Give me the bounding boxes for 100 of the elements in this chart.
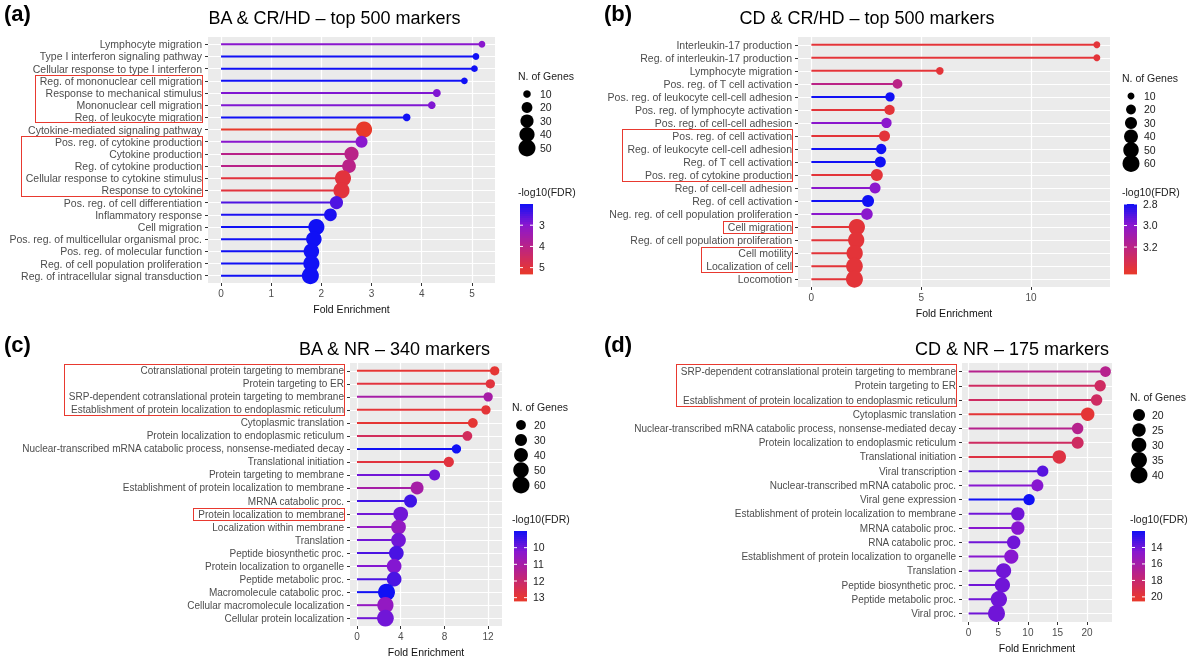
legend-label: 10 (1144, 89, 1156, 102)
y-tick-label: Cell migration (137, 220, 203, 233)
y-tick-label: Pos. reg. of multicellular organismal proc. (9, 233, 202, 246)
y-tick-label: Reg. of cell population proliferation (630, 234, 793, 247)
y-tick-label: Translational initiation (859, 451, 956, 463)
legend-title: N. of Genes (518, 69, 575, 82)
point (861, 208, 873, 220)
point (1071, 436, 1084, 449)
x-tick-label: 5 (995, 626, 1002, 638)
point (870, 169, 883, 182)
y-tick-label: Reg. of T cell activation (683, 156, 793, 168)
y-tick-label: Viral proc. (911, 607, 956, 619)
point (344, 146, 359, 162)
y-tick-label: Response to cytokine (101, 184, 203, 197)
color-bar-label: 4 (539, 239, 545, 252)
y-tick-label: Localization of cell (706, 260, 792, 273)
x-tick-label: 5 (469, 287, 476, 299)
x-axis-title: Fold Enrichment (313, 302, 390, 315)
y-tick-label: Protein targeting to ER (854, 380, 956, 392)
legend-label: 60 (534, 478, 546, 491)
legend-label: 30 (534, 433, 546, 446)
point (1023, 493, 1035, 506)
x-tick-label: 4 (397, 630, 404, 642)
legend-label: 20 (1152, 408, 1164, 421)
legend-label: 30 (1152, 438, 1164, 451)
legend-label: 50 (540, 141, 552, 154)
color-bar-label: 2.8 (1143, 197, 1158, 210)
y-tick-label: Cotranslational protein targeting to membrane (140, 365, 345, 377)
color-bar-label: 10 (533, 541, 545, 554)
color-bar-title: -log10(FDR) (1130, 512, 1188, 525)
y-tick-label: Establishment of protein localization to membrane (734, 508, 957, 520)
point (879, 130, 890, 142)
color-bar-label: 18 (1151, 573, 1163, 586)
y-tick-label: Peptide metabolic proc. (851, 593, 956, 605)
y-tick-label: Pos. reg. of cytokine production (644, 169, 793, 182)
legend-label: 30 (1144, 116, 1156, 129)
y-tick-label: Pos. reg. of molecular function (60, 245, 203, 258)
color-bar-label: 14 (1151, 540, 1163, 553)
x-tick-label: 5 (918, 291, 925, 303)
x-axis-title: Fold Enrichment (998, 641, 1076, 654)
x-axis-title: Fold Enrichment (915, 306, 993, 319)
point (874, 156, 886, 168)
point (1037, 465, 1049, 477)
y-tick-label: Pos. reg. of T cell activation (663, 77, 793, 90)
point (1011, 507, 1025, 521)
point (892, 78, 903, 89)
point (881, 117, 892, 129)
legend-title: N. of Genes (1122, 71, 1179, 84)
legend-label: 40 (1152, 468, 1164, 481)
y-tick-label: Cytokine production (109, 147, 203, 160)
legend-label: 20 (1144, 103, 1156, 115)
color-bar-title: -log10(FDR) (518, 185, 576, 198)
point (391, 532, 406, 548)
y-tick-label: Response to mechanical stimulus (45, 87, 202, 100)
legend-label: 20 (534, 418, 546, 431)
point (1090, 394, 1103, 406)
point (862, 195, 875, 208)
y-tick-label: Establishment of protein localization to membrane (122, 482, 345, 494)
y-tick-label: Reg. of intracellular signal transduction (21, 269, 203, 282)
point (1081, 407, 1095, 421)
legend-label: 25 (1152, 423, 1164, 436)
y-tick-label: Protein localization to endoplasmic reticulum (146, 430, 344, 442)
legend-label: 60 (1144, 157, 1156, 169)
legend-label: 35 (1152, 453, 1164, 466)
y-tick-label: Reg. of cell population proliferation (40, 257, 203, 270)
point (1004, 549, 1019, 564)
chart-title: BA & CR/HD – top 500 markers (208, 8, 461, 28)
y-tick-label: SRP-dependent cotranslational protein targeting to membrane (680, 366, 957, 378)
point (994, 577, 1011, 593)
y-tick-label: Translation (906, 565, 956, 577)
y-tick-label: Viral transcription (878, 465, 956, 477)
x-tick-label: 1 (268, 287, 275, 299)
y-tick-label: Interleukin-17 production (676, 38, 793, 51)
color-bar-title: -log10(FDR) (1122, 185, 1180, 198)
point (1011, 521, 1025, 535)
point (324, 208, 337, 222)
y-tick-label: RNA catabolic proc. (868, 536, 956, 548)
point (869, 182, 881, 194)
x-tick-label: 12 (482, 630, 495, 642)
y-tick-label: Establishment of protein localization to endoplasmic reticulum (71, 404, 344, 416)
y-tick-label: Establishment of protein localization to organelle (741, 551, 957, 563)
chart-title: BA & NR – 340 markers (298, 339, 491, 359)
color-bar-label: 3.0 (1143, 219, 1158, 232)
x-tick-label: 0 (808, 291, 815, 303)
y-tick-label: Cellular macromolecule localization (187, 599, 344, 611)
y-tick-label: Nuclear-transcribed mRNA catabolic process, nonsense-mediated decay (22, 443, 344, 455)
text: (d) (604, 331, 633, 357)
point (884, 104, 895, 116)
y-tick-label: Pos. reg. of cell-cell adhesion (654, 116, 793, 129)
y-tick-label: Nuclear-transcribed mRNA catabolic process, nonsense-mediated decay (634, 422, 956, 434)
x-tick-label: 0 (218, 287, 225, 299)
y-tick-label: Reg. of mononuclear cell migration (39, 74, 203, 87)
color-bar-label: 20 (1151, 590, 1163, 603)
point (404, 494, 418, 508)
legend-title: N. of Genes (1130, 390, 1187, 403)
y-tick-label: Reg. of interleukin-17 production (640, 51, 793, 64)
color-bar-label: 11 (533, 557, 545, 570)
y-tick-label: Protein targeting to membrane (208, 469, 345, 481)
y-tick-label: Reg. of cell-cell adhesion (674, 182, 793, 195)
y-tick-label: Cytoplasmic translation (240, 417, 344, 429)
